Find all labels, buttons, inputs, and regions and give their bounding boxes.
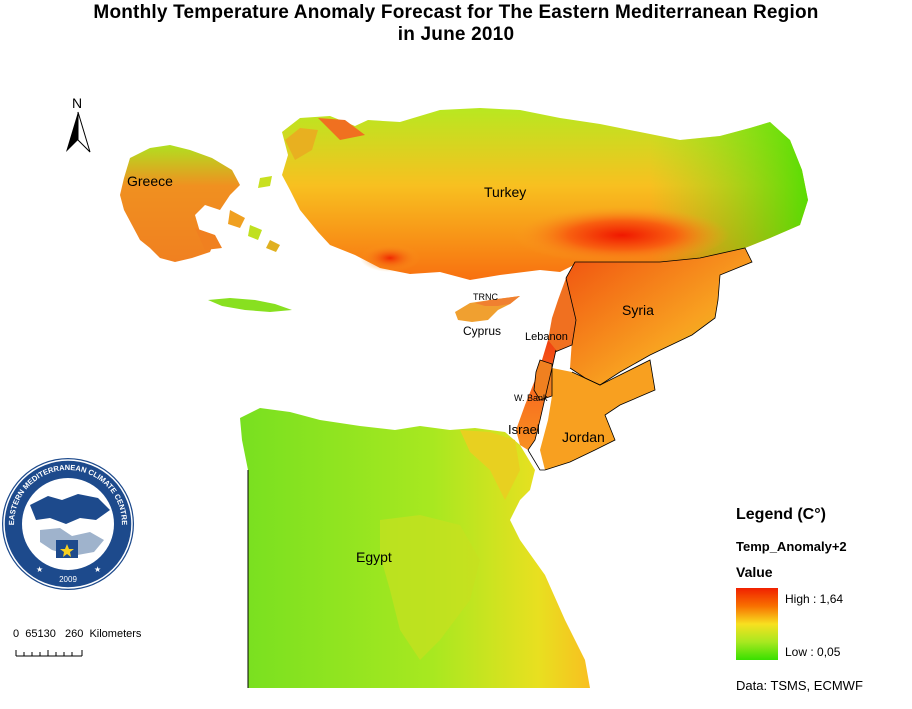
label-trnc: TRNC: [473, 292, 498, 302]
svg-text:★: ★: [36, 565, 43, 574]
map-title-line-2: in June 2010: [397, 24, 515, 45]
map-title-line-1: Monthly Temperature Anomaly Forecast for…: [93, 2, 819, 23]
label-egypt: Egypt: [356, 549, 392, 565]
legend-value-label: Value: [736, 564, 773, 580]
label-greece: Greece: [127, 173, 173, 189]
scale-bar: [15, 650, 83, 657]
label-cyprus: Cyprus: [463, 324, 501, 338]
greece-region: [120, 145, 292, 312]
legend-title: Legend (C°): [736, 506, 826, 523]
legend-low-label: Low : 0,05: [785, 645, 841, 659]
label-syria: Syria: [622, 302, 654, 318]
north-arrow-icon: N: [66, 95, 91, 153]
label-lebanon: Lebanon: [525, 331, 568, 343]
egypt-region: [240, 408, 590, 688]
legend-field-name: Temp_Anomaly+2: [736, 539, 847, 554]
data-source: Data: TSMS, ECMWF: [736, 678, 863, 693]
scale-bar-label: 0 65130 260 Kilometers: [13, 628, 142, 640]
logo-year: 2009: [59, 575, 77, 584]
label-israel: Israel: [508, 422, 540, 437]
north-label: N: [72, 95, 82, 111]
cyprus-region: [455, 296, 520, 322]
label-west-bank: W. Bank: [514, 393, 548, 403]
legend-high-label: High : 1,64: [785, 592, 844, 606]
country-borders: [527, 247, 753, 471]
label-jordan: Jordan: [562, 429, 605, 445]
emcc-logo: 2009 EASTERN MEDITERRANEAN CLIMATE CENTR…: [2, 458, 134, 590]
label-turkey: Turkey: [484, 184, 526, 200]
legend-color-ramp: [736, 588, 778, 660]
turkey-region: [282, 108, 808, 280]
svg-text:★: ★: [94, 565, 101, 574]
levant-region: [516, 248, 752, 470]
